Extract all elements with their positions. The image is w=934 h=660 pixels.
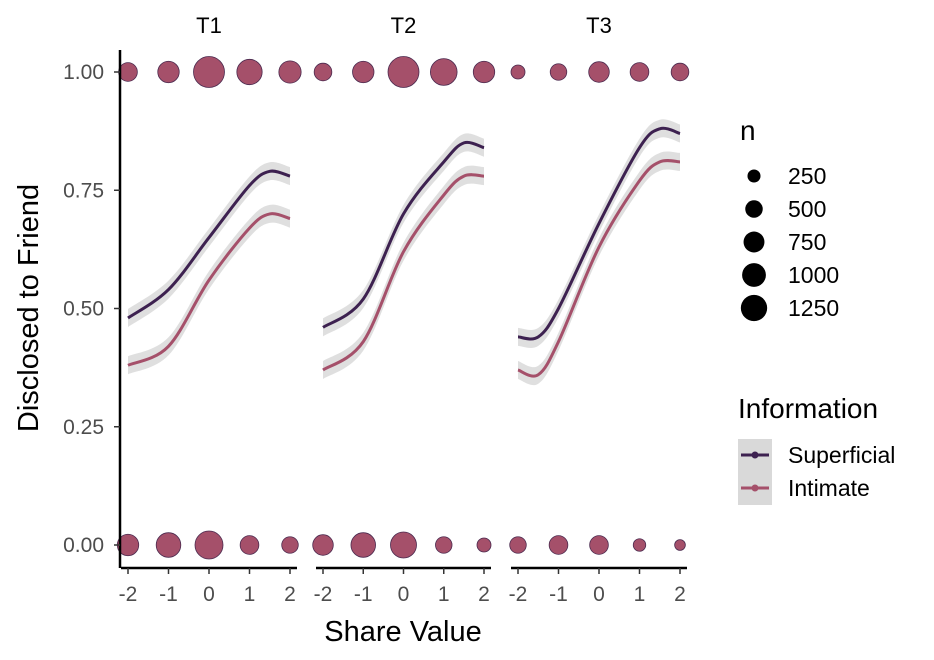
- data-point: [588, 61, 610, 83]
- confidence-ribbon: [323, 165, 484, 379]
- series-line-superficial: [127, 169, 291, 320]
- x-tick-label: 2: [478, 583, 490, 606]
- color-legend-title: Information: [738, 393, 878, 424]
- panel-strip-label: T1: [196, 13, 222, 38]
- data-point: [239, 535, 260, 555]
- size-legend-label: 500: [788, 196, 826, 222]
- x-tick-label: 2: [674, 583, 686, 606]
- color-legend-label: Superficial: [788, 442, 895, 468]
- data-point: [629, 62, 650, 82]
- data-point: [509, 536, 527, 554]
- data-point: [281, 536, 299, 554]
- x-tick-label: 1: [244, 583, 256, 606]
- x-tick-label: -1: [354, 583, 373, 606]
- data-point: [670, 62, 690, 82]
- y-tick-label: 0.25: [63, 416, 104, 439]
- color-legend-key-point: [751, 451, 759, 459]
- data-point: [236, 58, 263, 86]
- x-tick-label: -1: [549, 583, 568, 606]
- chart-panels: T1 -2 -1 0 1 2 T2 -2 -1 0 1 2 T3 -2 -1 0 1 2: [116, 13, 690, 606]
- data-point: [387, 56, 420, 88]
- x-axis-title: Share Value: [324, 616, 481, 648]
- panel-t1: T1 -2 -1 0 1 2: [116, 13, 302, 606]
- data-point: [435, 536, 453, 554]
- x-tick-label: 1: [438, 583, 450, 606]
- confidence-ribbon: [128, 204, 290, 375]
- data-point: [155, 532, 182, 558]
- color-legend-label: Intimate: [788, 475, 870, 501]
- y-tick-label: 0.75: [63, 179, 104, 202]
- data-point: [674, 539, 686, 551]
- data-point: [350, 532, 376, 558]
- panel-t2: T2 -2 -1 0 1 2: [312, 13, 496, 606]
- size-legend-key: [747, 169, 761, 183]
- panel-strip-label: T3: [586, 13, 612, 38]
- x-tick-label: 0: [398, 583, 410, 606]
- size-legend-key: [745, 200, 763, 218]
- y-tick-label: 0.00: [63, 534, 104, 557]
- panel-t3: T3 -2 -1 0 1 2: [509, 13, 690, 606]
- data-point: [193, 56, 225, 88]
- data-point: [352, 60, 375, 84]
- size-legend-key: [740, 294, 768, 322]
- series-line-superficial: [517, 126, 681, 341]
- data-point: [278, 60, 302, 84]
- size-legend-title: n: [740, 115, 756, 146]
- x-tick-label: 0: [593, 583, 605, 606]
- data-point: [313, 62, 333, 82]
- size-legend-key: [742, 263, 766, 287]
- data-point: [510, 64, 526, 80]
- data-point: [194, 530, 224, 560]
- size-legend-label: 1250: [788, 295, 839, 321]
- confidence-ribbon: [128, 162, 290, 327]
- data-point: [312, 534, 334, 556]
- size-legend-key: [743, 231, 765, 253]
- data-point: [548, 535, 569, 555]
- confidence-ribbon: [323, 133, 484, 337]
- series-line-intimate: [127, 212, 291, 367]
- size-legend-label: 1000: [788, 262, 839, 288]
- y-axis: 0.00 0.25 0.50 0.75 1.00: [63, 50, 122, 568]
- data-point: [157, 60, 180, 84]
- y-axis-title: Disclosed to Friend: [13, 184, 45, 432]
- data-point: [118, 62, 138, 82]
- size-legend: n 250 500 750 1000 1250: [740, 115, 839, 322]
- data-point: [472, 60, 496, 84]
- data-point: [589, 535, 609, 555]
- x-tick-label: -1: [159, 583, 178, 606]
- color-legend: Information Superficial Intimate: [738, 393, 895, 505]
- panel-strip-label: T2: [391, 13, 417, 38]
- data-point: [390, 531, 417, 559]
- confidence-ribbon: [518, 119, 680, 348]
- series-line-intimate: [517, 158, 681, 378]
- x-tick-label: 0: [203, 583, 215, 606]
- x-tick-label: 1: [634, 583, 646, 606]
- series-line-superficial: [322, 140, 485, 329]
- series-line-intimate: [322, 173, 485, 372]
- data-point: [632, 538, 647, 552]
- x-tick-label: -2: [119, 583, 138, 606]
- x-tick-label: -2: [314, 583, 333, 606]
- data-point: [429, 58, 458, 86]
- color-legend-key-point: [751, 484, 759, 492]
- confidence-ribbon: [518, 151, 680, 386]
- x-tick-label: 2: [284, 583, 296, 606]
- size-legend-label: 750: [788, 229, 826, 255]
- y-tick-label: 1.00: [63, 61, 104, 84]
- data-point: [549, 63, 568, 81]
- y-tick-label: 0.50: [63, 298, 104, 321]
- size-legend-label: 250: [788, 163, 826, 189]
- data-point: [476, 537, 492, 553]
- x-tick-label: -2: [509, 583, 528, 606]
